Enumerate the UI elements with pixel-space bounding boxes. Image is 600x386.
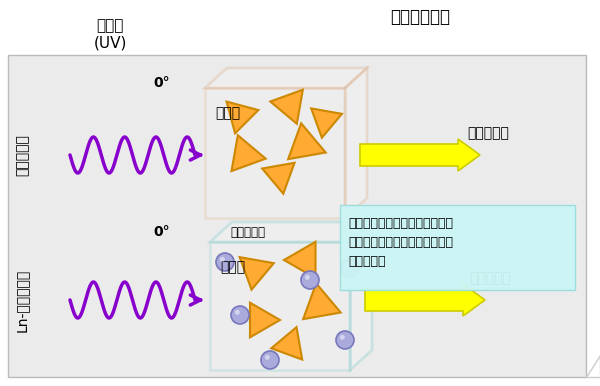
Circle shape	[305, 275, 310, 280]
Polygon shape	[250, 303, 280, 337]
Polygon shape	[227, 102, 259, 133]
Polygon shape	[345, 68, 367, 218]
FancyBboxPatch shape	[8, 55, 586, 377]
Text: 希土類金属: 希土類金属	[230, 227, 265, 239]
Bar	[210, 242, 350, 370]
FancyArrow shape	[365, 284, 485, 316]
Text: メレムの発光: メレムの発光	[390, 8, 450, 26]
Polygon shape	[262, 163, 295, 194]
Circle shape	[341, 259, 359, 277]
Polygon shape	[271, 90, 303, 124]
Text: メレム結晶: メレム結晶	[15, 134, 29, 176]
Polygon shape	[350, 222, 372, 370]
Polygon shape	[586, 355, 600, 377]
Circle shape	[235, 310, 240, 315]
Text: 偏光性なし: 偏光性なし	[469, 271, 511, 285]
Polygon shape	[232, 135, 266, 171]
Polygon shape	[271, 327, 302, 359]
Text: メレム: メレム	[215, 106, 240, 120]
Circle shape	[216, 253, 234, 271]
Circle shape	[345, 263, 350, 268]
Circle shape	[301, 271, 319, 289]
Bar	[205, 88, 345, 218]
Text: メレム: メレム	[220, 260, 245, 274]
Text: 0°: 0°	[154, 76, 170, 90]
Polygon shape	[239, 257, 274, 290]
Polygon shape	[303, 283, 341, 319]
Polygon shape	[210, 222, 372, 242]
Bar	[340, 205, 575, 290]
Circle shape	[265, 355, 270, 360]
Text: Ln-メレム錯塩: Ln-メレム錯塩	[15, 268, 29, 332]
Circle shape	[231, 306, 249, 324]
Polygon shape	[288, 124, 326, 159]
Circle shape	[340, 335, 345, 340]
Polygon shape	[311, 108, 342, 138]
Text: 0°: 0°	[154, 225, 170, 239]
Text: 光吸収
(UV): 光吸収 (UV)	[94, 18, 127, 51]
Polygon shape	[205, 68, 367, 88]
FancyArrow shape	[360, 139, 480, 171]
Text: 偏光性なし: 偏光性なし	[467, 126, 509, 140]
Circle shape	[220, 257, 225, 262]
Text: 結晶の場合は、偏光があちこち
に向いており、互いを打ち消し
あっている: 結晶の場合は、偏光があちこち に向いており、互いを打ち消し あっている	[348, 217, 453, 268]
Circle shape	[336, 331, 354, 349]
Circle shape	[261, 351, 279, 369]
Polygon shape	[284, 242, 316, 278]
